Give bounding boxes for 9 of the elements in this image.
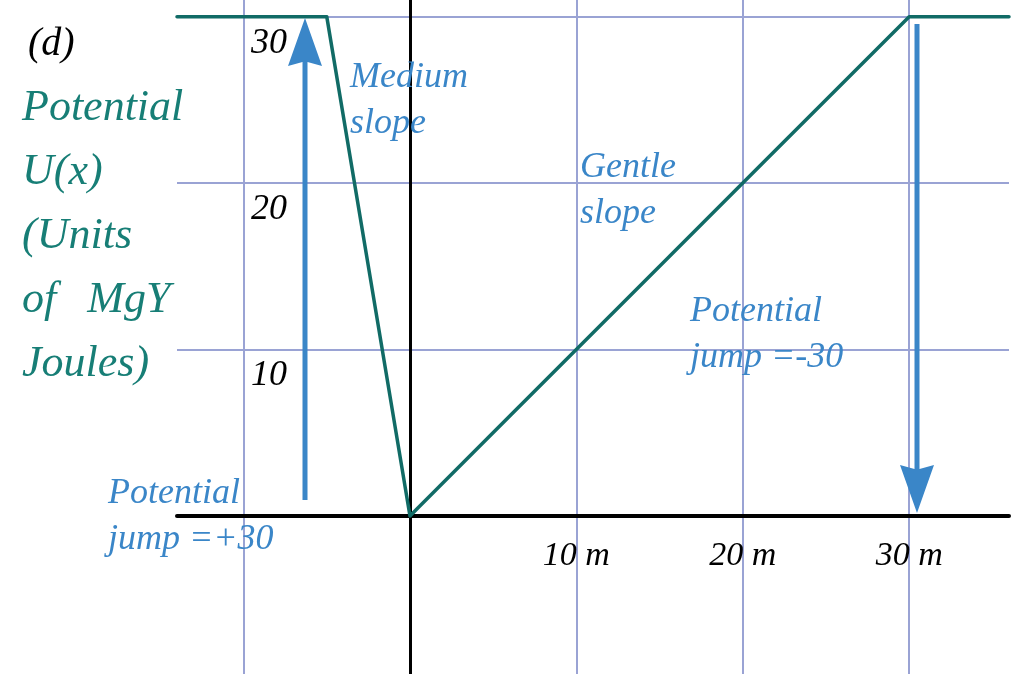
annotation: Gentle slope [580, 144, 677, 233]
y-tick-label: 20 [251, 187, 287, 228]
y-axis-title: Potential U(x) (Units of MgY Joules) [22, 80, 185, 388]
y-tick-label: 10 [251, 353, 287, 394]
x-tick-label: 10 m [542, 534, 610, 572]
y-tick-label: 30 [250, 20, 287, 61]
x-tick-label: 20 m [709, 534, 777, 572]
x-tick-label: 30 m [874, 534, 943, 572]
text: (d) [28, 18, 75, 65]
